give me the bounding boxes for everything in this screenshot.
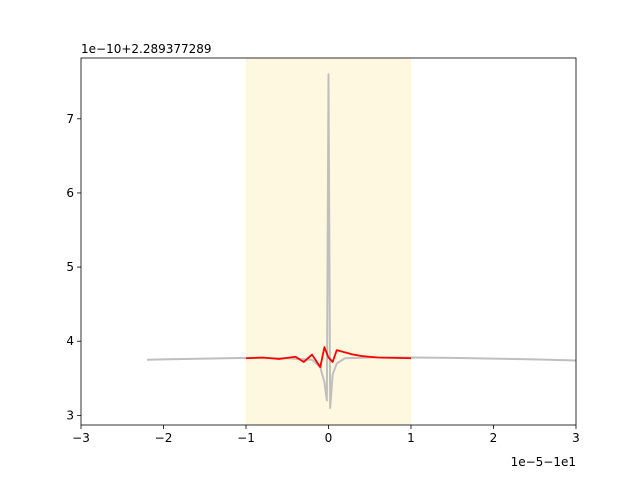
y-tick-label: 6 [66,186,74,200]
x-tick-label: 2 [490,431,498,445]
x-axis: −3 −2 −1 0 1 2 3 [72,425,580,445]
y-tick-label: 7 [66,112,74,126]
y-tick-label: 3 [66,408,74,422]
x-tick-label: −3 [72,431,90,445]
x-tick-label: 0 [325,431,333,445]
y-tick-label: 5 [66,260,74,274]
plot-area [146,58,576,425]
x-offset-label: 1e−5−1e1 [511,455,576,469]
y-tick-label: 4 [66,334,74,348]
x-tick-label: 1 [407,431,415,445]
x-tick-label: −2 [155,431,173,445]
series-line-1 [245,346,412,369]
x-tick-label: −1 [237,431,255,445]
y-offset-label: 1e−10+2.289377289 [81,42,212,56]
y-axis: 3 4 5 6 7 [66,112,81,422]
x-tick-label: 3 [572,431,580,445]
